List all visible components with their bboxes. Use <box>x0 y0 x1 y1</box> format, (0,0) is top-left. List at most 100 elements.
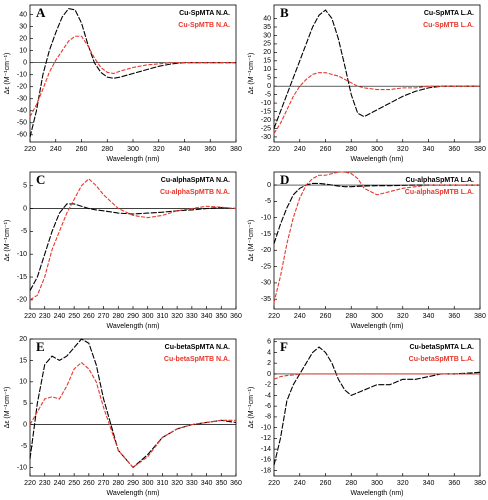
data-line <box>273 9 480 129</box>
panel-label: A <box>36 5 46 20</box>
y-tick-label: -10 <box>17 464 27 471</box>
x-tick-label: 340 <box>423 146 435 153</box>
y-tick-label: -20 <box>17 297 27 304</box>
y-tick-label: -6 <box>265 403 271 410</box>
x-tick-label: 230 <box>39 313 51 320</box>
x-tick-label: 280 <box>345 480 357 487</box>
y-tick-label: -5 <box>21 443 27 450</box>
y-tick-label: 15 <box>263 58 271 65</box>
x-tick-label: 360 <box>204 146 216 153</box>
x-tick-label: 280 <box>112 480 124 487</box>
panel-label: E <box>36 339 45 354</box>
y-tick-label: 15 <box>19 357 27 364</box>
x-tick-label: 270 <box>98 313 110 320</box>
x-tick-label: 360 <box>448 313 460 320</box>
legend-entry: Cu-betaSpMTA L.A. <box>409 344 474 351</box>
x-tick-label: 290 <box>127 480 139 487</box>
legend-entry: Cu-SpMTB L.A. <box>423 22 474 29</box>
y-tick-label: -30 <box>261 280 271 287</box>
x-tick-label: 360 <box>448 480 460 487</box>
x-tick-label: 240 <box>294 313 306 320</box>
x-tick-label: 320 <box>397 146 409 153</box>
y-tick-label: -25 <box>261 263 271 270</box>
y-tick-label: -8 <box>265 414 271 421</box>
y-tick-label: -10 <box>17 72 27 79</box>
x-tick-label: 280 <box>112 313 124 320</box>
x-tick-label: 350 <box>215 313 227 320</box>
panel-label: C <box>36 172 45 187</box>
y-tick-label: -35 <box>261 296 271 303</box>
x-tick-label: 360 <box>230 313 242 320</box>
data-line <box>273 72 480 134</box>
y-axis-label: Δε (M⁻¹cm⁻¹) <box>4 387 11 429</box>
x-tick-label: 220 <box>268 146 280 153</box>
legend-entry: Cu-SpMTB N.A. <box>178 22 230 29</box>
x-tick-label: 280 <box>345 313 357 320</box>
y-tick-label: 0 <box>23 205 27 212</box>
x-tick-label: 260 <box>320 313 332 320</box>
y-tick-label: -5 <box>21 228 27 235</box>
x-tick-label: 380 <box>474 313 486 320</box>
legend-entry: Cu-SpMTA L.A. <box>424 10 474 17</box>
legend-entry: Cu-betaSpMTA N.A. <box>165 344 230 351</box>
x-tick-label: 240 <box>294 146 306 153</box>
x-tick-label: 310 <box>157 480 169 487</box>
legend-entry: Cu-alphaSpMTA N.A. <box>161 177 230 184</box>
y-tick-label: 10 <box>19 379 27 386</box>
x-axis-label: Wavelength (nm) <box>350 490 403 497</box>
y-tick-label: -14 <box>261 446 271 453</box>
chart-panel: -10 -5 0 5 10 15 20 220 230 240 250 260 270 280 290 300… <box>4 336 242 497</box>
data-line <box>273 171 480 303</box>
x-tick-label: 360 <box>448 146 460 153</box>
y-tick-label: -60 <box>17 132 27 139</box>
y-tick-label: 0 <box>23 60 27 67</box>
x-tick-label: 220 <box>268 313 280 320</box>
y-tick-label: 10 <box>263 66 271 73</box>
y-tick-label: 5 <box>267 75 271 82</box>
x-tick-label: 280 <box>101 146 113 153</box>
y-tick-label: 20 <box>19 336 27 343</box>
x-tick-label: 330 <box>186 480 198 487</box>
data-line <box>29 203 237 291</box>
y-tick-label: 30 <box>263 32 271 39</box>
x-tick-label: 230 <box>39 480 51 487</box>
chart-panel: -18 -16 -14 -12 -10 -8 -6 -4 -2 0 2 4 6 220 240 260 280 3… <box>248 339 486 497</box>
y-tick-label: 40 <box>263 15 271 22</box>
x-tick-label: 340 <box>423 480 435 487</box>
y-tick-label: 6 <box>267 339 271 346</box>
y-tick-label: -30 <box>17 96 27 103</box>
y-tick-label: -10 <box>261 424 271 431</box>
y-tick-label: 20 <box>19 35 27 42</box>
x-tick-label: 240 <box>50 146 62 153</box>
x-tick-label: 350 <box>215 480 227 487</box>
x-axis-label: Wavelength (nm) <box>106 490 159 497</box>
x-tick-label: 260 <box>76 146 88 153</box>
y-tick-label: -10 <box>17 251 27 258</box>
y-tick-label: -18 <box>261 467 271 474</box>
y-tick-label: 10 <box>19 48 27 55</box>
y-axis-label: Δε (M⁻¹cm⁻¹) <box>248 220 255 262</box>
x-axis-label: Wavelength (nm) <box>106 323 159 330</box>
y-tick-label: 0 <box>23 421 27 428</box>
panel-label: B <box>280 5 289 20</box>
x-tick-label: 300 <box>371 313 383 320</box>
y-tick-label: 35 <box>263 24 271 31</box>
x-tick-label: 380 <box>230 146 242 153</box>
x-tick-label: 280 <box>345 146 357 153</box>
x-tick-label: 340 <box>423 313 435 320</box>
x-tick-label: 300 <box>371 146 383 153</box>
panel-label: D <box>280 172 289 187</box>
x-tick-label: 260 <box>320 146 332 153</box>
y-tick-label: -40 <box>17 108 27 115</box>
x-tick-label: 320 <box>153 146 165 153</box>
x-axis-label: Wavelength (nm) <box>106 156 159 163</box>
x-tick-label: 270 <box>98 480 110 487</box>
legend-entry: Cu-betaSpMTB N.A. <box>164 356 230 363</box>
x-tick-label: 220 <box>24 146 36 153</box>
data-line <box>29 338 237 469</box>
y-tick-label: -2 <box>265 382 271 389</box>
y-tick-label: -15 <box>17 274 27 281</box>
x-tick-label: 320 <box>171 313 183 320</box>
x-tick-label: 300 <box>142 313 154 320</box>
